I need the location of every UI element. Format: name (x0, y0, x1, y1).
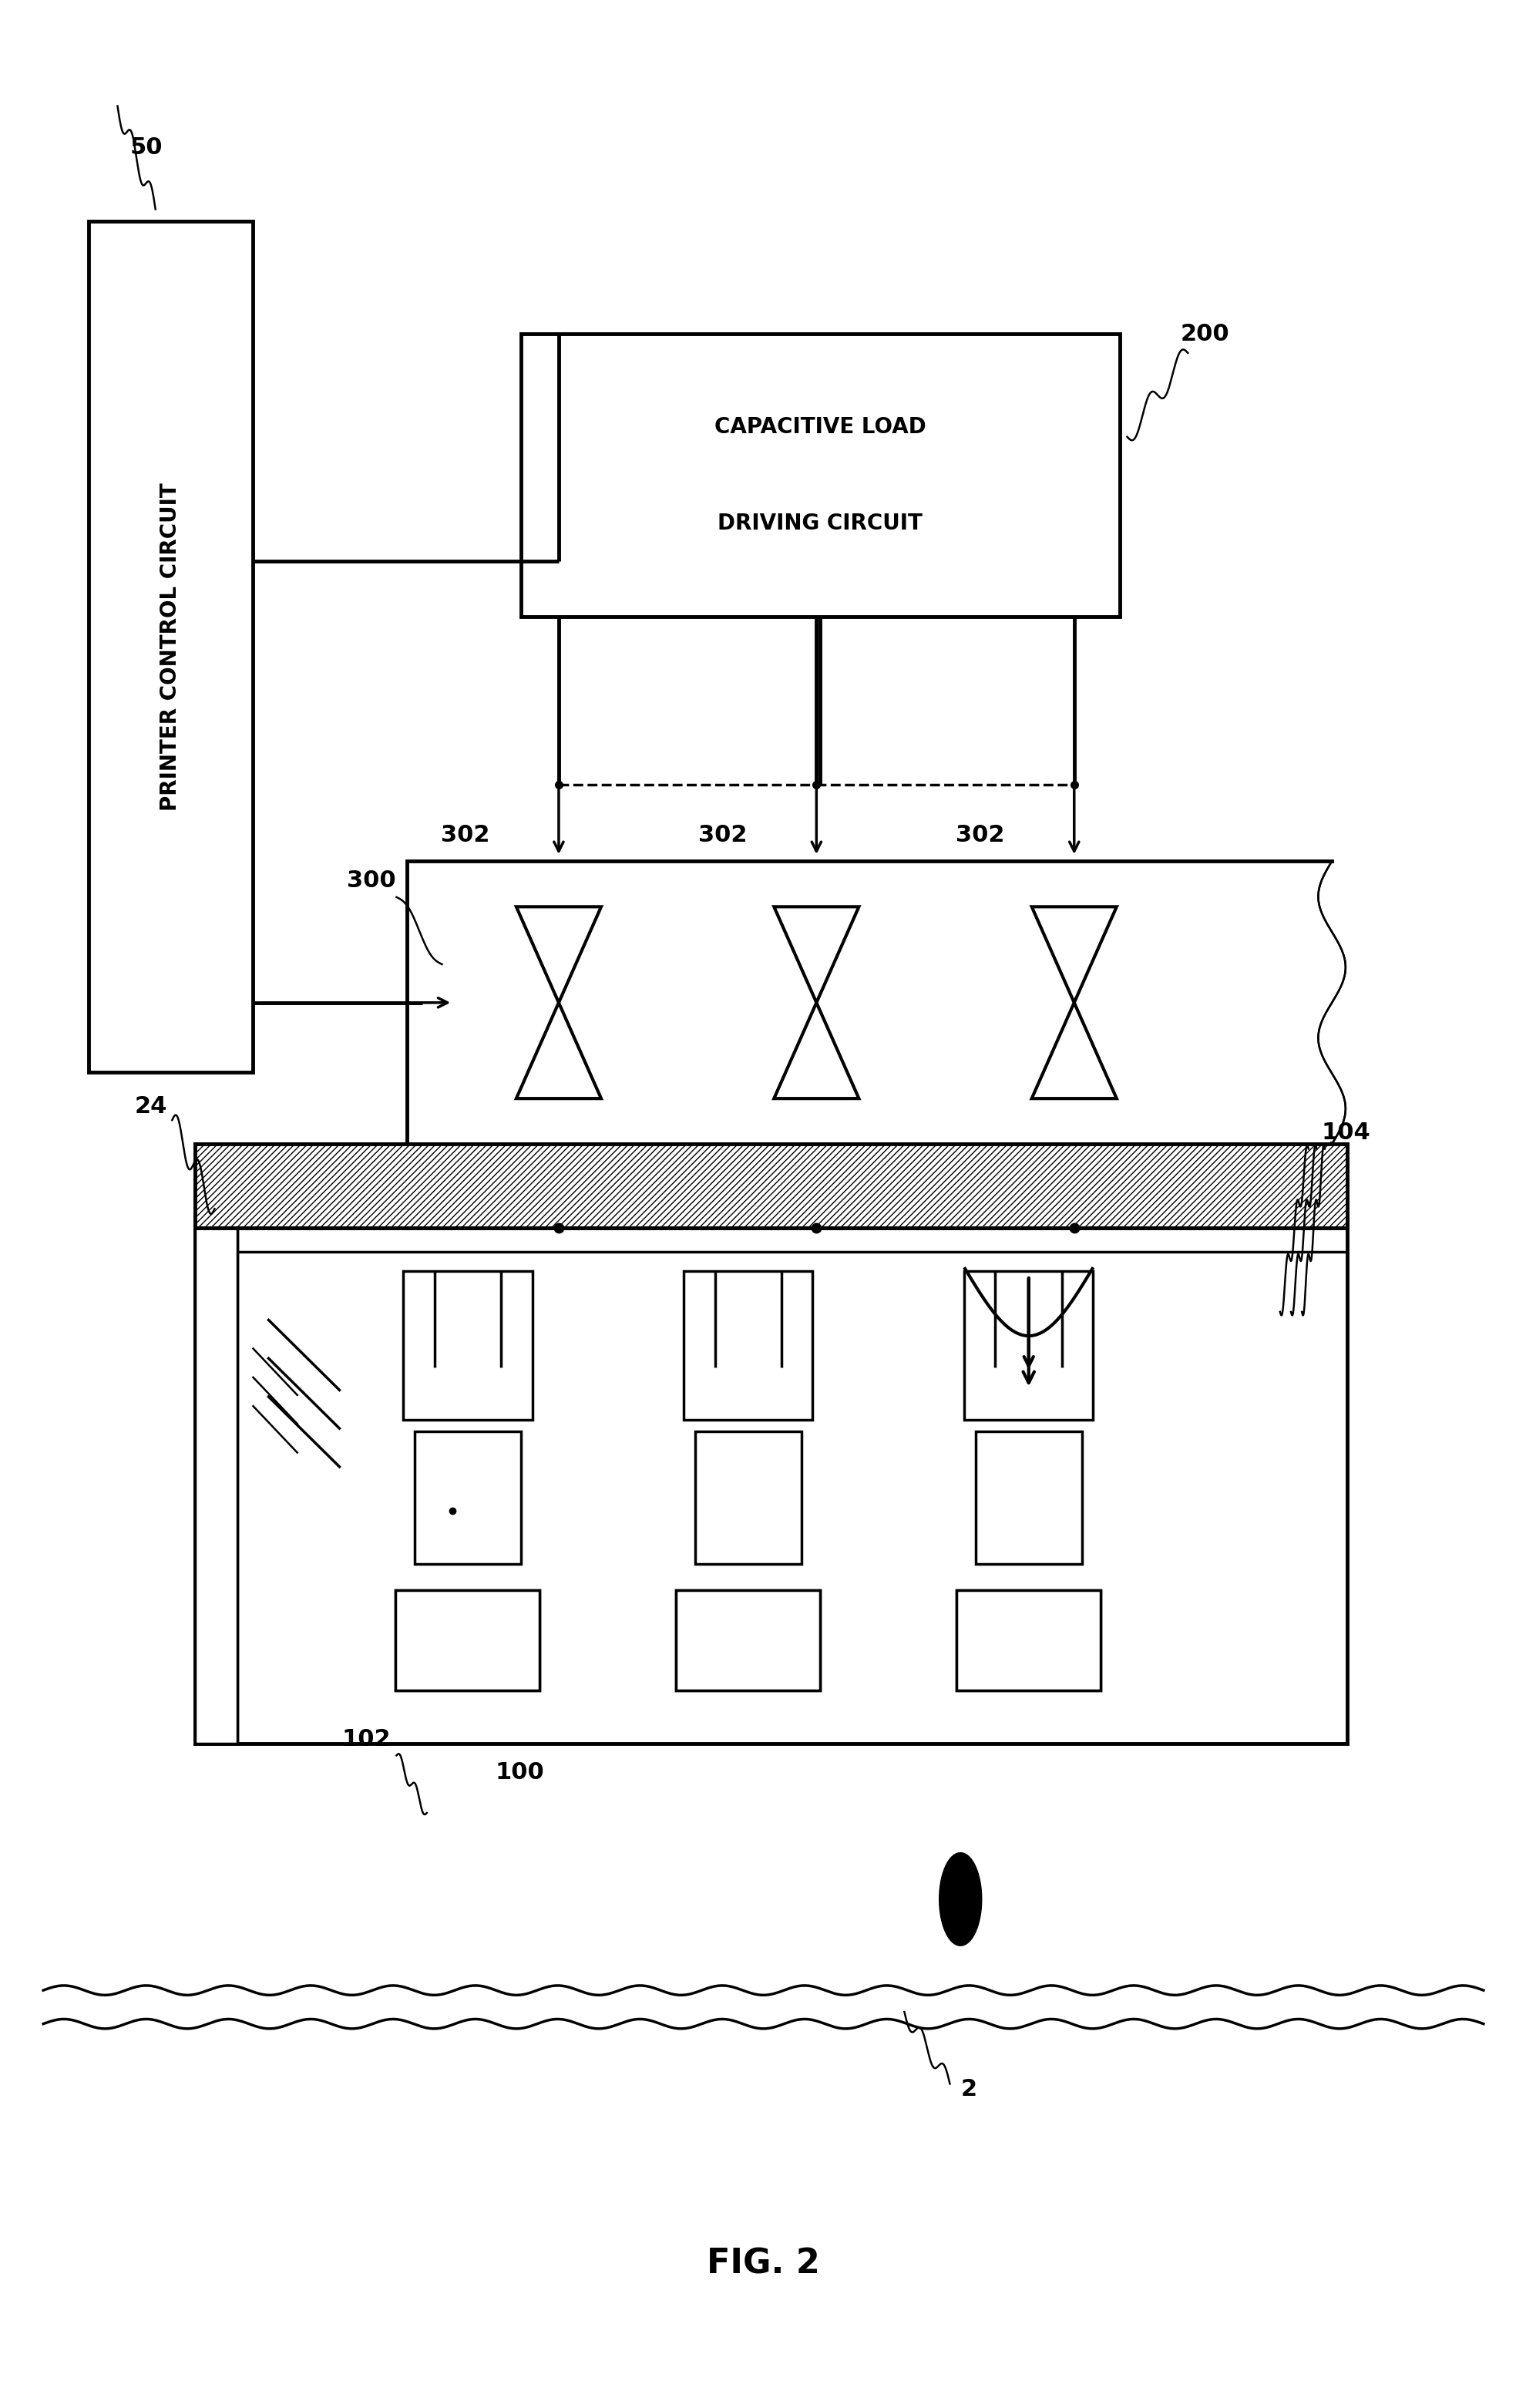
Text: 100: 100 (494, 1763, 543, 1784)
Bar (676, 1589, 819, 1690)
Bar (520, 335, 1119, 616)
Text: 104: 104 (1320, 1122, 1370, 1144)
Text: 302: 302 (955, 824, 1004, 848)
Bar (403, 1271, 533, 1421)
Bar (395, 1589, 540, 1690)
Text: CAPACITIVE LOAD: CAPACITIVE LOAD (714, 417, 926, 438)
Text: 300: 300 (346, 869, 395, 893)
Bar (1325, 864, 1347, 1141)
Bar (89, 222, 252, 1072)
Bar (676, 1589, 819, 1690)
Text: DRIVING CIRCUIT: DRIVING CIRCUIT (717, 513, 922, 535)
Bar (957, 1589, 1100, 1690)
Bar (195, 1228, 237, 1743)
Bar (684, 1271, 812, 1421)
Bar (694, 1433, 801, 1563)
Bar (195, 1144, 1346, 1228)
Text: 302: 302 (697, 824, 746, 848)
Text: 50: 50 (130, 137, 162, 159)
Text: 200: 200 (1180, 323, 1228, 347)
Text: PRINTER CONTROL CIRCUIT: PRINTER CONTROL CIRCUIT (160, 482, 182, 811)
Bar (964, 1271, 1093, 1421)
Bar (195, 1144, 1346, 1743)
Text: FIG. 2: FIG. 2 (707, 2247, 819, 2280)
Text: 302: 302 (439, 824, 490, 848)
Bar (395, 1589, 540, 1690)
Bar (407, 862, 1331, 1144)
Bar (957, 1589, 1100, 1690)
Bar (195, 1228, 237, 1743)
Bar (975, 1433, 1082, 1563)
Text: 24: 24 (134, 1096, 166, 1117)
Text: 2: 2 (960, 2078, 977, 2100)
Polygon shape (938, 1852, 981, 1946)
Bar (415, 1433, 520, 1563)
Text: 102: 102 (342, 1729, 391, 1751)
